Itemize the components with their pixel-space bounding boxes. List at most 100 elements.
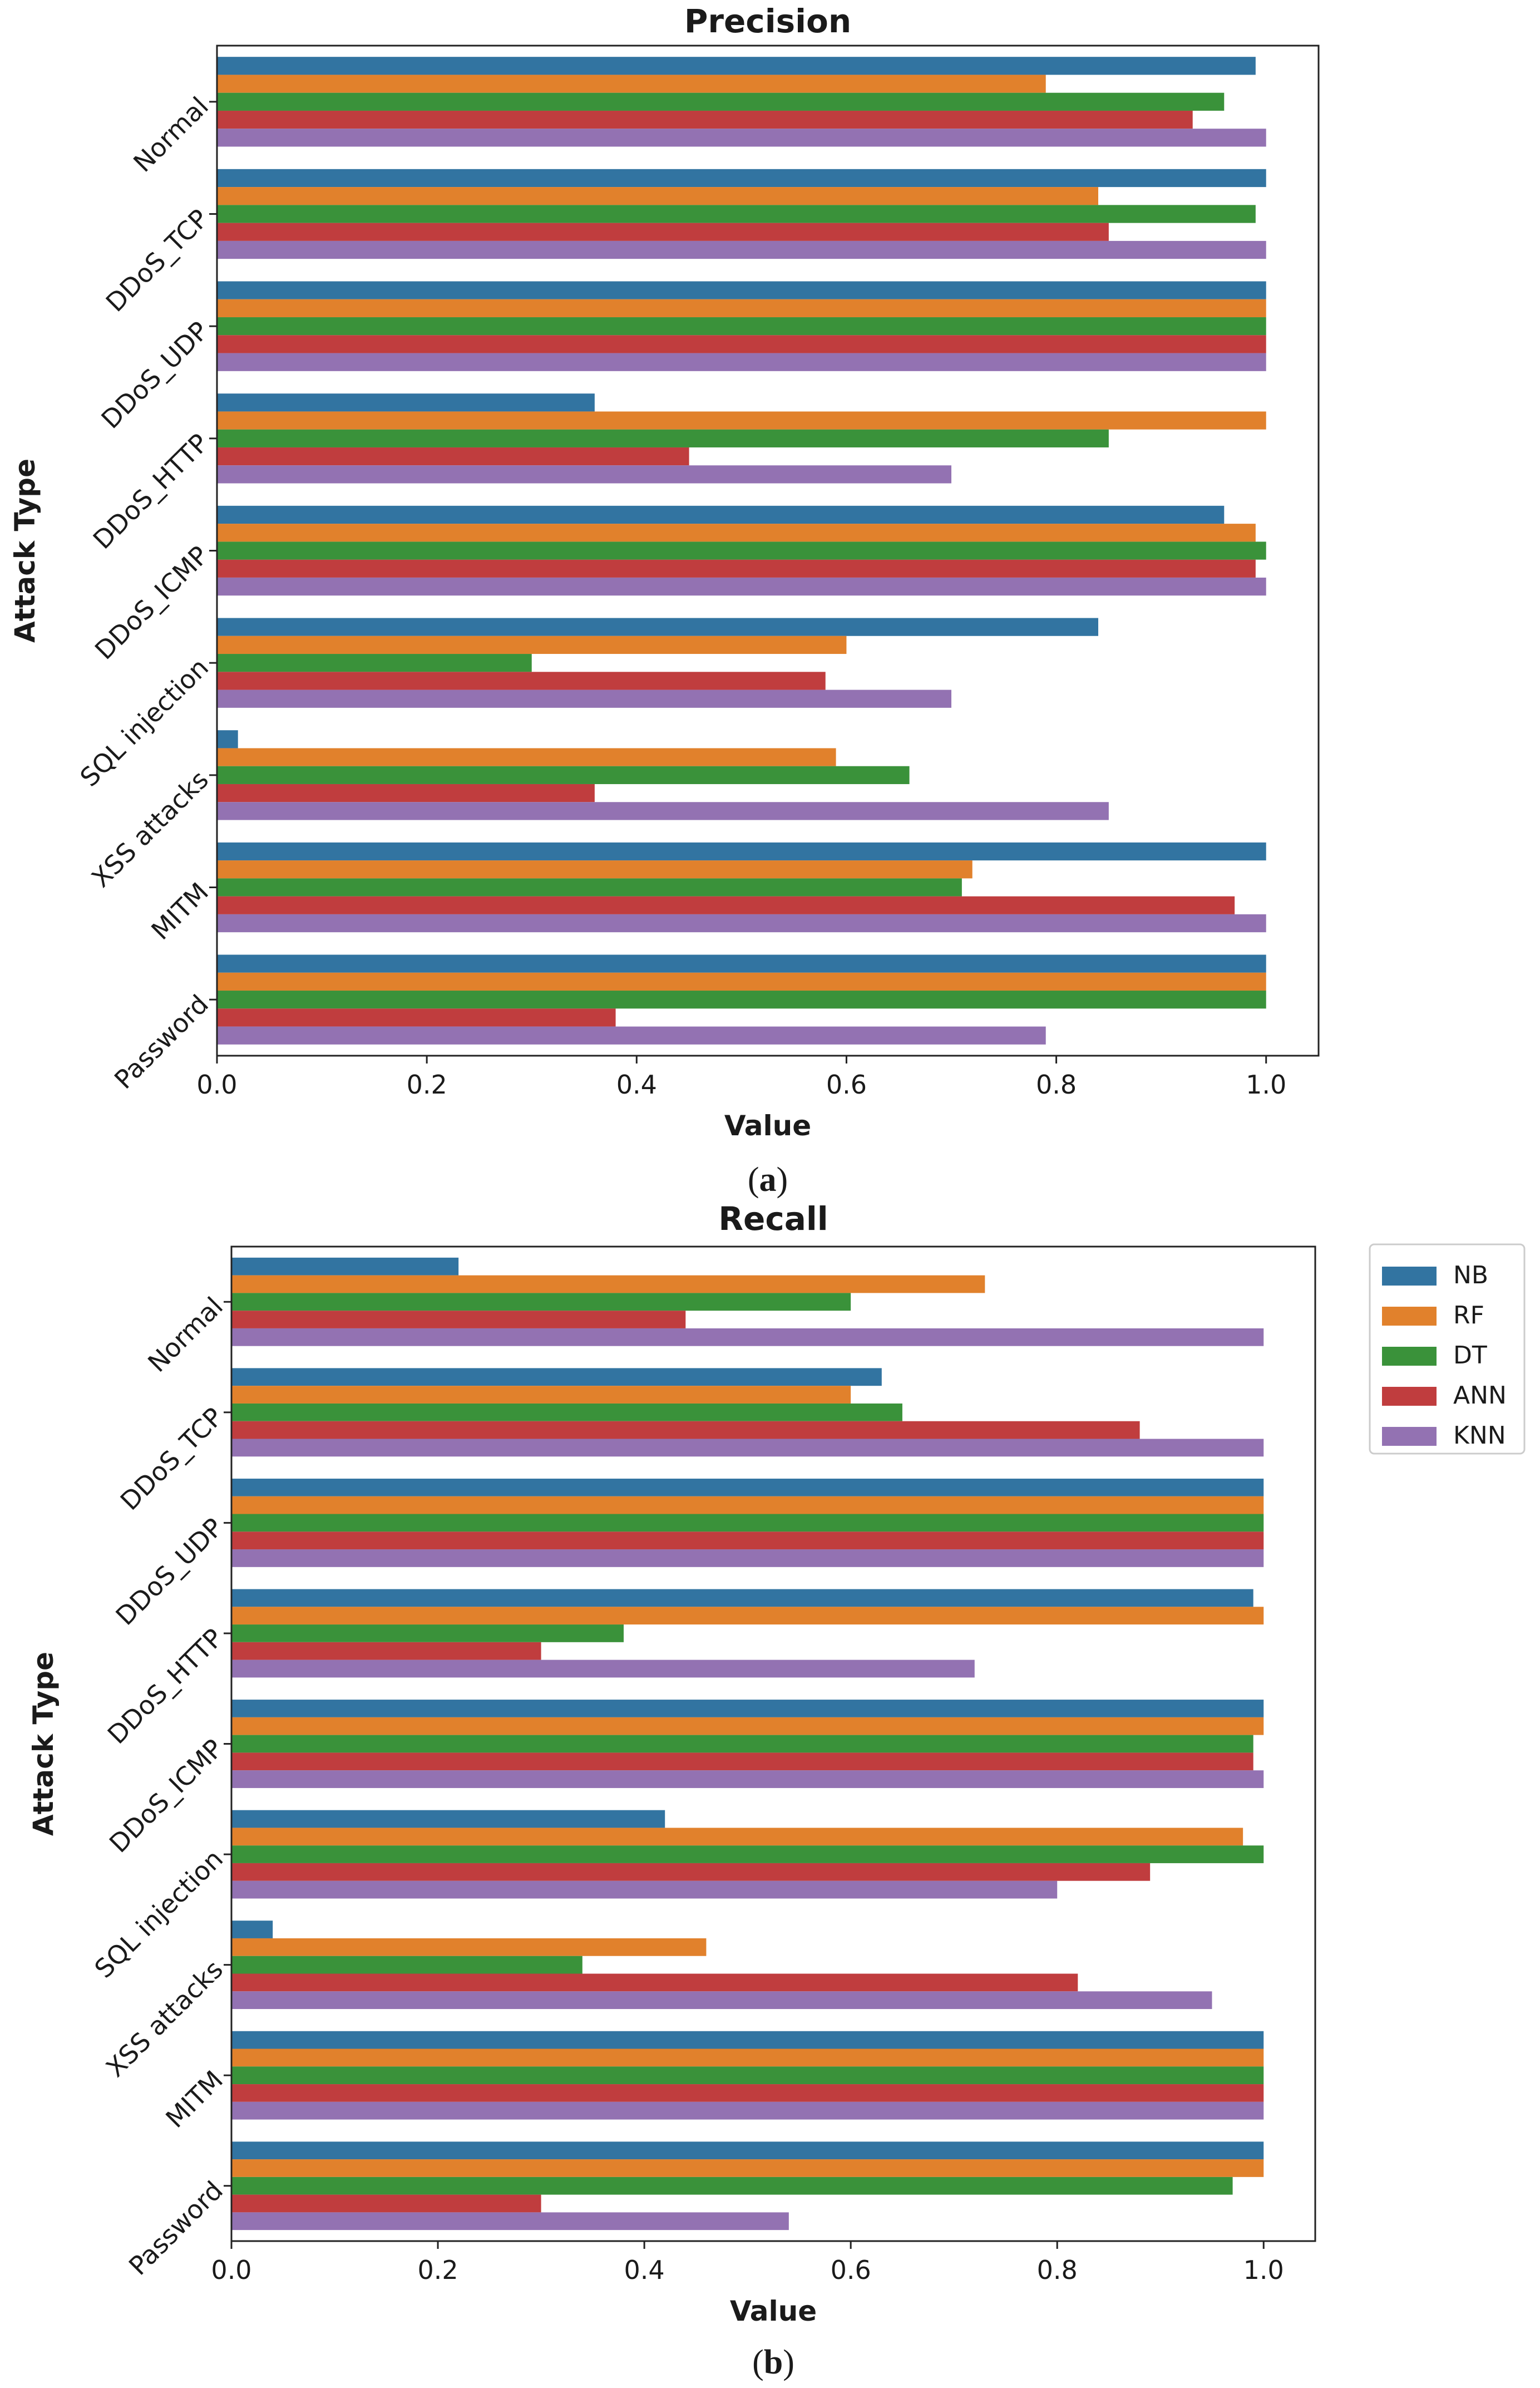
y-axis-label: Attack Type [9,459,41,643]
bar-nb-sql-injection [231,1810,665,1828]
bar-nb-ddos-udp [217,281,1266,299]
panel-caption: (a) [748,1161,788,1199]
bar-ann-ddos-http [217,447,689,466]
x-tick-label: 1.0 [1246,1070,1286,1100]
legend-label-nb: NB [1453,1261,1488,1289]
bar-knn-mitm [231,2101,1264,2120]
bar-rf-normal [231,1275,985,1293]
bar-ann-ddos-icmp [231,1752,1253,1771]
legend-swatch-knn [1382,1427,1437,1446]
y-tick-label: DDoS_ICMP [89,540,214,665]
x-tick-label: 0.2 [417,2255,458,2285]
bar-nb-xss-attacks [217,730,238,749]
bar-dt-normal [217,92,1225,111]
bar-dt-normal [231,1293,851,1311]
bar-knn-normal [217,129,1266,147]
bar-ann-mitm [231,2084,1264,2102]
x-axis-label: Value [724,1110,811,1142]
bar-dt-ddos-tcp [217,205,1256,223]
x-tick-label: 0.8 [1036,1070,1077,1100]
y-tick-label: DDoS_TCP [100,203,214,317]
x-tick-label: 1.0 [1243,2255,1284,2285]
bar-ann-mitm [217,896,1235,914]
bar-knn-ddos-udp [231,1549,1264,1567]
y-tick-label: DDoS_UDP [96,316,215,435]
bar-knn-xss-attacks [217,802,1109,820]
x-tick-label: 0.2 [407,1070,447,1100]
y-tick-label: DDoS_HTTP [102,1623,229,1750]
bar-knn-mitm [217,914,1266,933]
bar-rf-ddos-http [217,411,1266,430]
bar-nb-password [217,954,1266,973]
chart-title: Recall [718,1200,828,1238]
bar-knn-password [231,2212,789,2231]
bar-nb-ddos-http [231,1589,1253,1607]
bar-knn-sql-injection [217,690,951,708]
bar-ann-ddos-icmp [217,559,1256,578]
legend-label-dt: DT [1453,1341,1487,1370]
bar-rf-mitm [231,2049,1264,2067]
bar-knn-ddos-http [217,465,951,484]
bar-rf-ddos-tcp [231,1386,851,1404]
x-tick-label: 0.0 [196,1070,237,1100]
bar-knn-ddos-icmp [231,1770,1264,1788]
x-tick-label: 0.8 [1037,2255,1078,2285]
bar-knn-ddos-http [231,1660,975,1678]
bar-nb-ddos-tcp [217,169,1266,188]
x-tick-label: 0.6 [826,1070,867,1100]
bar-dt-ddos-icmp [217,541,1266,560]
panel-caption: (b) [752,2343,794,2381]
bar-nb-ddos-tcp [231,1368,882,1386]
bar-nb-ddos-udp [231,1478,1264,1496]
bar-nb-normal [231,1257,459,1276]
bar-knn-password [217,1026,1046,1045]
bar-nb-sql-injection [217,618,1098,636]
bar-rf-xss-attacks [231,1938,707,1956]
x-tick-label: 0.0 [211,2255,251,2285]
bar-ann-normal [231,1311,686,1328]
bar-nb-xss-attacks [231,1921,273,1938]
y-tick-label: DDoS_TCP [115,1402,229,1516]
y-tick-label: Normal [142,1291,229,1378]
legend: NB RF DT ANN KNN [1369,1243,1526,1455]
bar-nb-password [231,2141,1264,2160]
bar-nb-mitm [231,2031,1264,2049]
bar-dt-password [231,2177,1233,2195]
bar-rf-ddos-http [231,1607,1264,1625]
bar-ann-ddos-tcp [231,1421,1140,1439]
bar-knn-sql-injection [231,1880,1058,1899]
bar-ann-password [217,1008,616,1027]
bar-nb-normal [217,57,1256,75]
bar-nb-mitm [217,842,1266,861]
y-tick-label: Normal [127,91,214,178]
bar-dt-mitm [231,2066,1264,2085]
bar-dt-xss-attacks [231,1956,583,1974]
y-tick-label: DDoS_UDP [110,1512,229,1631]
bar-ann-ddos-udp [217,335,1266,353]
bar-dt-ddos-http [217,429,1109,447]
bar-dt-ddos-http [231,1624,624,1642]
bar-knn-normal [231,1328,1264,1346]
y-tick-label: DDoS_HTTP [87,428,214,555]
bar-ann-xss-attacks [217,784,595,802]
bar-ann-xss-attacks [231,1973,1078,1992]
legend-label-ann: ANN [1453,1381,1507,1410]
legend-swatch-dt [1382,1347,1437,1366]
bar-knn-xss-attacks [231,1991,1212,2010]
y-tick-label: MITM [160,2065,229,2134]
legend-swatch-rf [1382,1307,1437,1326]
bar-ann-ddos-http [231,1642,541,1660]
legend-label-knn: KNN [1453,1421,1506,1450]
x-tick-label: 0.4 [624,2255,665,2285]
bar-dt-sql-injection [231,1845,1264,1863]
bar-knn-ddos-tcp [217,240,1266,259]
bar-dt-xss-attacks [217,766,910,784]
bar-dt-mitm [217,878,962,897]
bar-knn-ddos-tcp [231,1439,1264,1457]
bar-nb-ddos-http [217,393,595,412]
y-tick-label: DDoS_ICMP [103,1733,229,1858]
bar-rf-mitm [217,860,973,879]
chart-title: Precision [684,2,851,40]
bar-rf-ddos-tcp [217,187,1098,205]
